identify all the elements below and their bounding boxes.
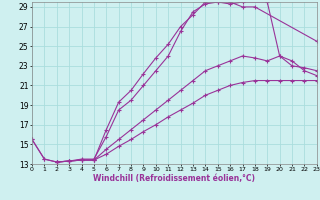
X-axis label: Windchill (Refroidissement éolien,°C): Windchill (Refroidissement éolien,°C) (93, 174, 255, 183)
